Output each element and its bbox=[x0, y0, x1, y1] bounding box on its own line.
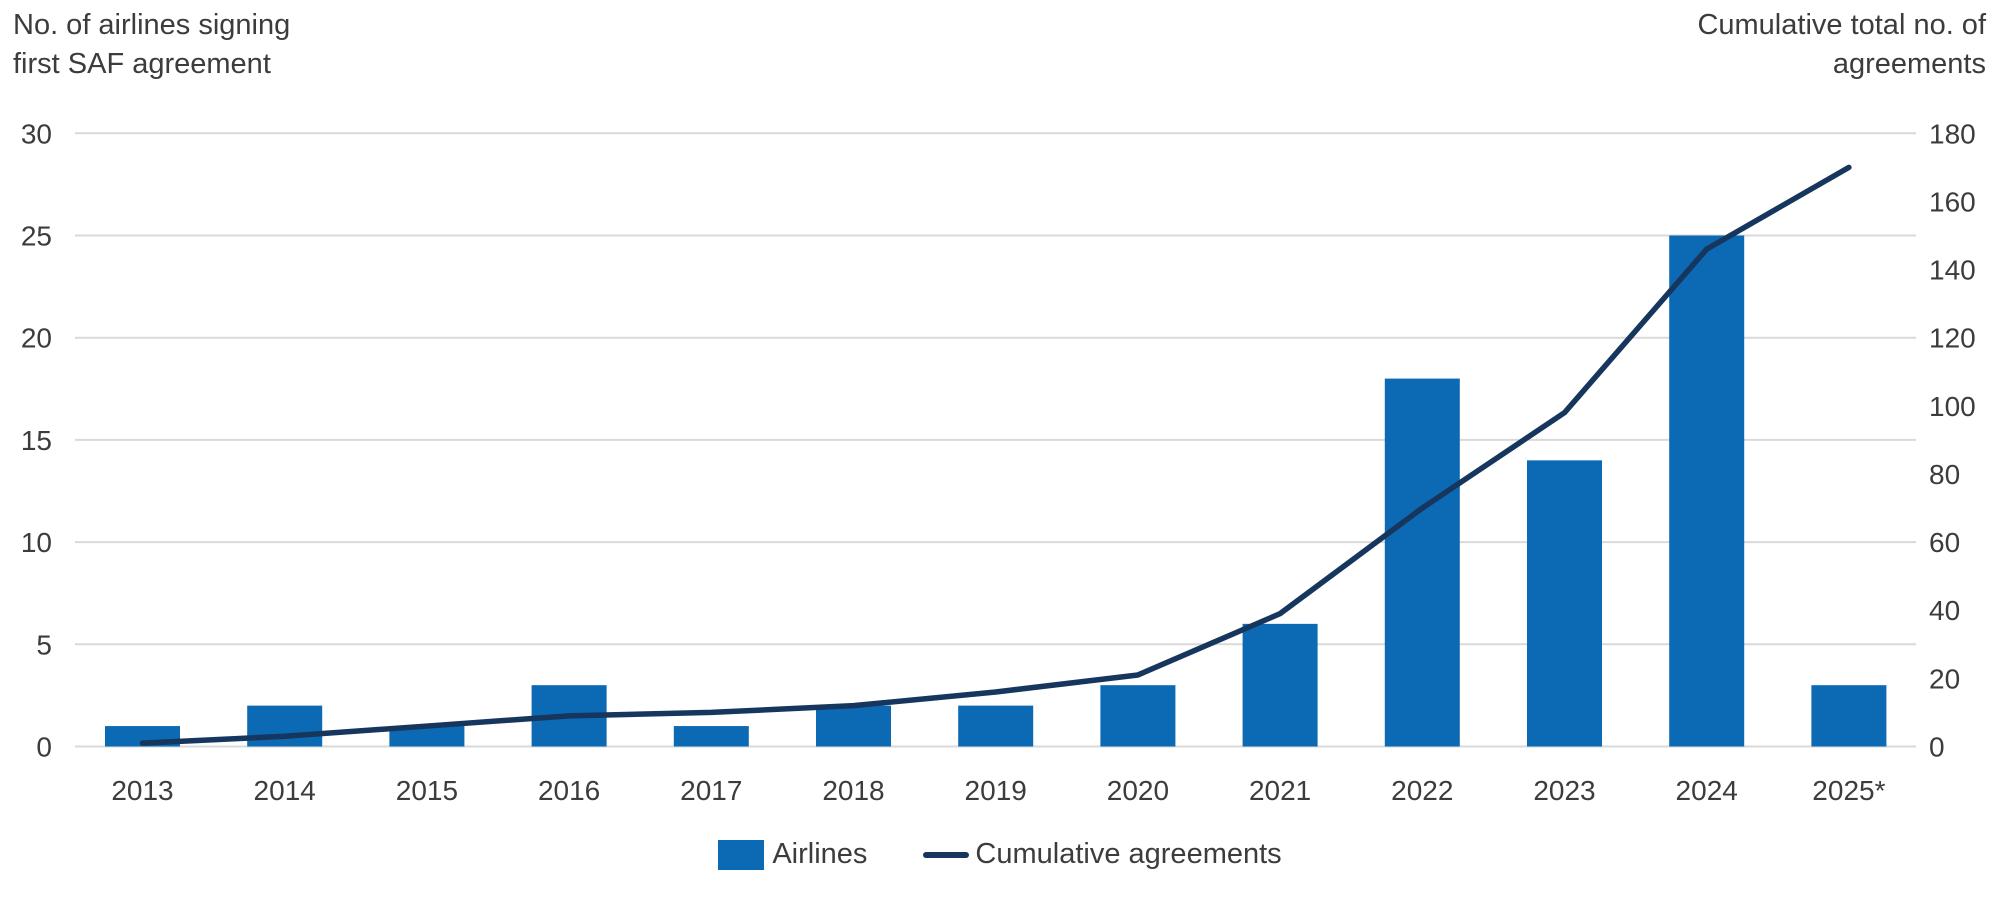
x-axis-label-2020: 2020 bbox=[1107, 775, 1169, 806]
bar-2014 bbox=[247, 705, 323, 747]
bar-2019 bbox=[958, 705, 1034, 747]
bar-2023 bbox=[1527, 460, 1602, 747]
bar-2022 bbox=[1384, 378, 1460, 747]
legend: Airlines Cumulative agreements bbox=[0, 838, 2000, 871]
x-axis-label-2024: 2024 bbox=[1676, 775, 1738, 806]
plot-area: 0 5 10 15 20 25 30 0 20 40 60 80 100 120 140 160 180 2013… bbox=[21, 118, 1976, 806]
right-axis-tick-label: 160 bbox=[1929, 186, 1976, 217]
x-axis-label-2021: 2021 bbox=[1249, 775, 1311, 806]
left-axis-tick-label: 25 bbox=[21, 221, 52, 252]
cumulative-legend-label: Cumulative agreements bbox=[975, 838, 1282, 870]
x-axis-label-2022: 2022 bbox=[1391, 775, 1453, 806]
x-axis-label-2018: 2018 bbox=[822, 775, 884, 806]
left-axis-title: No. of airlines signing first SAF agreem… bbox=[13, 9, 291, 81]
right-axis-tick-label: 100 bbox=[1929, 391, 1976, 422]
x-axis-label-2014: 2014 bbox=[254, 775, 316, 806]
bar-2024 bbox=[1669, 235, 1745, 747]
bar-2025 bbox=[1811, 685, 1887, 747]
bar-2018 bbox=[816, 705, 891, 747]
left-axis-tick-label: 20 bbox=[21, 323, 52, 354]
x-axis-label-2015: 2015 bbox=[396, 775, 458, 806]
left-axis-tick-label: 5 bbox=[36, 629, 52, 660]
x-axis-label-2017: 2017 bbox=[680, 775, 742, 806]
right-axis-tick-label: 180 bbox=[1929, 118, 1976, 149]
left-axis-tick-label: 30 bbox=[21, 118, 52, 149]
right-axis-tick-label: 80 bbox=[1929, 459, 1960, 490]
left-axis-tick-label: 15 bbox=[21, 425, 52, 456]
right-axis-tick-label: 20 bbox=[1929, 663, 1960, 694]
right-axis-title: Cumulative total no. of agreements bbox=[1697, 9, 1986, 81]
right-axis-tick-label: 0 bbox=[1929, 732, 1945, 763]
bar-2015 bbox=[389, 726, 465, 747]
bar-2020 bbox=[1100, 685, 1176, 747]
left-axis-tick-label: 10 bbox=[21, 527, 52, 558]
airlines-legend-label: Airlines bbox=[772, 838, 868, 870]
x-axis-label-2019: 2019 bbox=[965, 775, 1027, 806]
airlines-legend-swatch bbox=[718, 839, 765, 870]
right-axis-tick-label: 120 bbox=[1929, 323, 1976, 354]
bar-2021 bbox=[1242, 623, 1318, 747]
cumulative-legend-swatch bbox=[923, 851, 970, 858]
x-axis-label-2025: 2025* bbox=[1812, 775, 1885, 806]
left-axis-tick-label: 0 bbox=[36, 732, 52, 763]
x-axis-label-2023: 2023 bbox=[1533, 775, 1595, 806]
cumulative-agreements-line bbox=[139, 164, 1852, 746]
bar-2017 bbox=[673, 726, 749, 747]
right-axis-tick-label: 60 bbox=[1929, 527, 1960, 558]
x-axis-label-2016: 2016 bbox=[538, 775, 600, 806]
right-axis-tick-label: 140 bbox=[1929, 255, 1976, 286]
right-axis-tick-label: 40 bbox=[1929, 595, 1960, 626]
x-axis-label-2013: 2013 bbox=[111, 775, 173, 806]
